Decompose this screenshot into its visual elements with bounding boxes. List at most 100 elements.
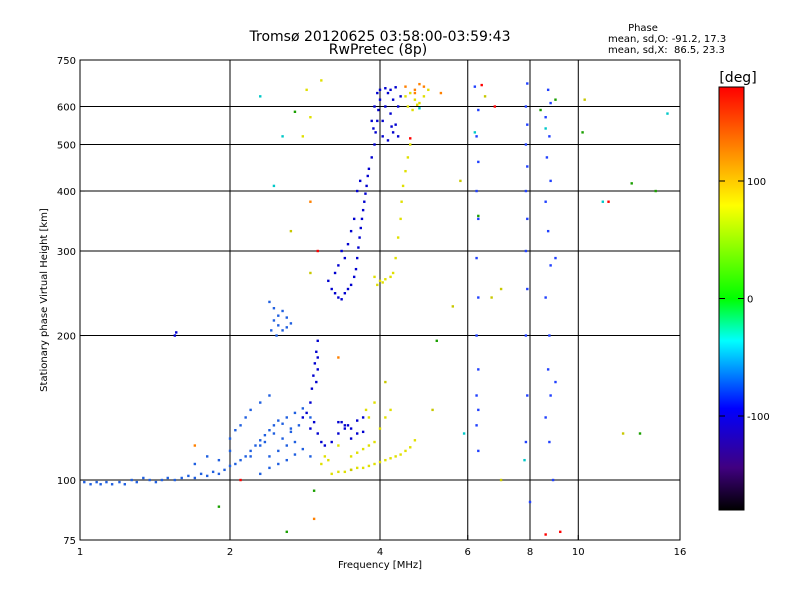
- data-point: [539, 108, 542, 112]
- data-point: [381, 281, 384, 284]
- data-point: [354, 267, 358, 271]
- data-point: [268, 429, 271, 432]
- data-point: [524, 143, 528, 146]
- data-point: [89, 483, 92, 486]
- data-point: [554, 380, 557, 384]
- data-point: [475, 256, 478, 260]
- data-point: [312, 489, 316, 492]
- data-point: [259, 439, 262, 442]
- data-point: [526, 123, 529, 126]
- data-point: [320, 79, 323, 82]
- data-point: [373, 143, 376, 146]
- data-point: [173, 334, 177, 337]
- data-point: [378, 279, 382, 283]
- data-point: [544, 416, 547, 419]
- data-point: [361, 416, 365, 419]
- data-point: [526, 165, 529, 168]
- data-point: [499, 287, 503, 291]
- data-point: [381, 135, 384, 138]
- data-point: [346, 242, 350, 246]
- data-point: [360, 217, 364, 221]
- data-point: [259, 444, 262, 447]
- data-point: [477, 217, 480, 221]
- data-point: [418, 82, 421, 86]
- data-point: [475, 334, 478, 337]
- y-axis-ticks: 75 100 200 300 400 500 600 750: [57, 56, 85, 547]
- data-point: [435, 339, 438, 343]
- data-point: [293, 411, 297, 415]
- data-point: [268, 394, 271, 397]
- data-point: [316, 368, 319, 371]
- data-point: [404, 95, 407, 98]
- data-point: [333, 292, 337, 295]
- data-point: [493, 105, 497, 108]
- data-point: [277, 419, 280, 422]
- data-point: [358, 179, 362, 183]
- colorbar-tick-label: -100: [747, 412, 770, 423]
- data-point: [315, 380, 318, 384]
- data-point: [378, 427, 382, 430]
- data-point: [389, 275, 392, 279]
- data-point: [217, 505, 221, 508]
- data-point: [544, 533, 547, 536]
- y-tick-label: 600: [57, 103, 76, 114]
- data-point: [475, 189, 478, 193]
- data-point: [349, 437, 353, 440]
- data-point: [277, 462, 280, 466]
- data-point: [367, 444, 371, 447]
- data-point: [384, 105, 387, 108]
- data-point: [477, 160, 480, 164]
- data-point: [281, 422, 284, 425]
- data-point: [309, 271, 312, 275]
- data-point: [316, 249, 319, 253]
- data-point: [223, 468, 226, 472]
- data-point: [546, 88, 550, 92]
- data-point: [316, 339, 319, 343]
- data-point: [358, 236, 361, 239]
- data-point: [301, 416, 305, 419]
- data-point: [361, 430, 365, 434]
- data-point: [285, 316, 288, 319]
- chart-subtitle: RwPretec (8p): [329, 42, 427, 58]
- data-point: [475, 394, 478, 397]
- data-point: [396, 236, 400, 239]
- data-point: [272, 319, 276, 322]
- x-tick-label: 1: [77, 547, 83, 558]
- data-point: [365, 184, 368, 188]
- data-point: [254, 444, 257, 447]
- data-point: [355, 466, 359, 470]
- data-point: [422, 95, 426, 98]
- data-point: [337, 432, 340, 435]
- data-point: [451, 305, 455, 308]
- data-point: [376, 119, 379, 123]
- data-point: [305, 411, 308, 415]
- data-point: [391, 131, 395, 134]
- y-tick-label: 750: [57, 56, 76, 67]
- data-point: [544, 296, 547, 299]
- data-point: [305, 88, 308, 92]
- data-point: [289, 430, 293, 434]
- data-point: [340, 249, 343, 253]
- data-point: [373, 401, 376, 404]
- phase-stats-x: mean, sd,X: 86.5, 23.3: [608, 45, 725, 56]
- data-point: [193, 462, 197, 466]
- data-point: [211, 470, 215, 474]
- data-point: [480, 83, 483, 87]
- data-point: [477, 108, 480, 112]
- data-point: [548, 440, 551, 444]
- data-point: [315, 350, 318, 353]
- data-point: [544, 200, 547, 203]
- data-point: [277, 324, 280, 327]
- data-point: [526, 394, 529, 397]
- data-point: [217, 458, 221, 462]
- data-point: [263, 440, 267, 444]
- data-point: [340, 298, 343, 301]
- data-point: [404, 169, 407, 173]
- data-point: [406, 156, 410, 159]
- data-point: [411, 108, 414, 112]
- data-point: [413, 91, 417, 95]
- data-point: [355, 256, 359, 260]
- x-tick-label: 16: [674, 547, 687, 558]
- data-point: [175, 331, 178, 334]
